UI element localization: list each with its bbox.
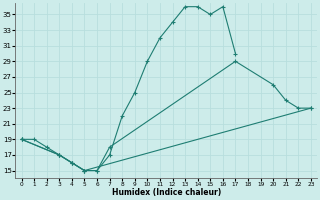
X-axis label: Humidex (Indice chaleur): Humidex (Indice chaleur) — [112, 188, 221, 197]
